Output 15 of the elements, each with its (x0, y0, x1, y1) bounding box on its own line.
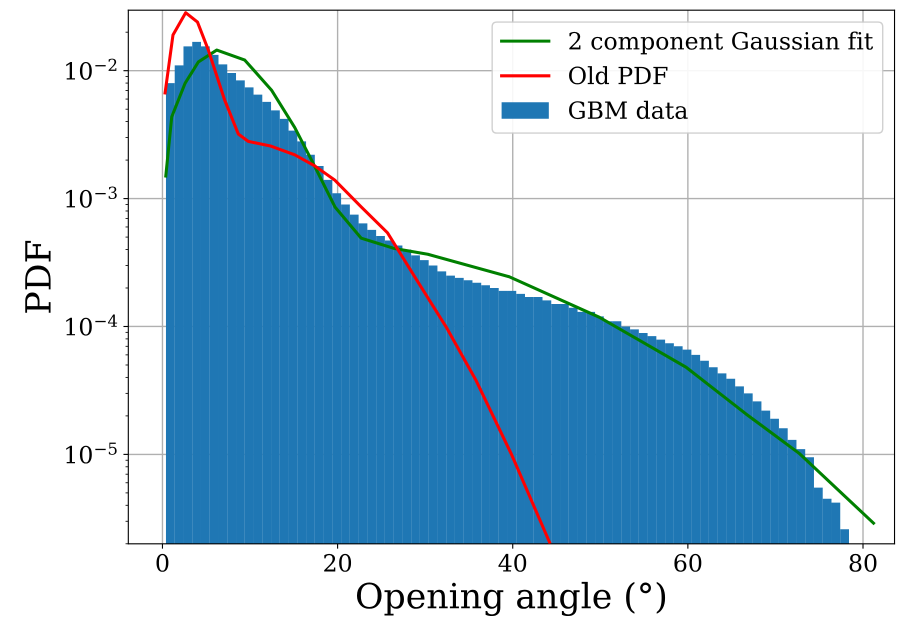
x-tick-label: 20 (324, 554, 352, 572)
legend-label: 2 component Gaussian fit (569, 31, 874, 54)
legend-label: GBM data (569, 100, 688, 120)
y-tick-label: 10$^{−3}$ (66, 186, 117, 208)
y-tick-label: 10$^{−5}$ (66, 442, 117, 464)
y-tick-label: 10$^{−4}$ (66, 314, 118, 336)
line-series (164, 11, 552, 544)
y-tick-label: 10$^{−2}$ (66, 58, 116, 80)
x-axis-title: Opening angle (°) (356, 582, 666, 616)
x-tick-label: 40 (498, 554, 526, 572)
legend-label: Old PDF (569, 66, 668, 84)
x-tick-label: 0 (156, 554, 168, 572)
x-tick-label: 60 (674, 554, 702, 572)
x-tick-label: 80 (850, 554, 876, 572)
y-axis-title: PDF (25, 240, 51, 313)
